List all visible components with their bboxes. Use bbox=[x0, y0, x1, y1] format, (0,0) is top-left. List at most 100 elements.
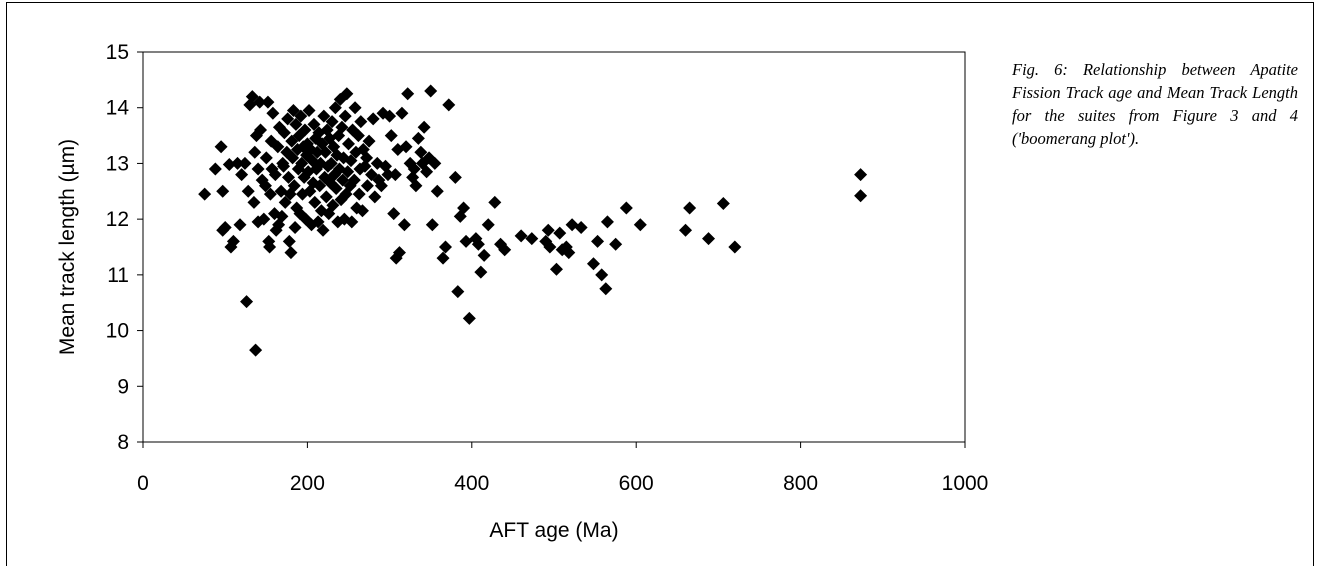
data-point bbox=[325, 115, 339, 129]
data-point bbox=[241, 184, 255, 198]
data-point bbox=[295, 156, 309, 170]
data-point bbox=[854, 189, 868, 203]
data-point bbox=[345, 215, 359, 229]
data-point bbox=[208, 162, 222, 176]
data-point bbox=[525, 232, 539, 246]
figure-caption: Fig. 6: Relationship between Apatite Fis… bbox=[1012, 60, 1298, 148]
data-point bbox=[409, 179, 423, 193]
data-point bbox=[462, 311, 476, 325]
data-point bbox=[543, 240, 557, 254]
data-point bbox=[249, 343, 263, 357]
data-point bbox=[263, 240, 277, 254]
data-point bbox=[599, 282, 613, 296]
data-point bbox=[347, 173, 361, 187]
data-point bbox=[289, 117, 303, 131]
data-point bbox=[218, 221, 232, 234]
data-point bbox=[366, 112, 380, 126]
data-point bbox=[549, 262, 563, 276]
x-tick-label: 200 bbox=[290, 472, 325, 495]
data-point bbox=[448, 170, 462, 184]
data-point bbox=[498, 243, 512, 257]
data-point bbox=[384, 129, 398, 143]
data-point bbox=[261, 95, 275, 109]
data-point bbox=[233, 218, 247, 232]
figure-frame bbox=[6, 2, 1314, 566]
data-point bbox=[488, 195, 502, 209]
data-point bbox=[271, 140, 285, 154]
data-point bbox=[481, 218, 495, 232]
y-tick-label: 13 bbox=[106, 152, 129, 175]
x-tick-label: 600 bbox=[619, 472, 654, 495]
data-point bbox=[633, 218, 647, 232]
scatter-chart: 8 9 10 11 12 13 14 15 0 200 400 600 800 1000 Mean tr… bbox=[56, 41, 988, 542]
y-tick-label: 8 bbox=[117, 431, 129, 454]
data-point bbox=[407, 162, 421, 176]
data-point bbox=[231, 156, 245, 170]
data-point bbox=[247, 195, 261, 209]
data-point bbox=[302, 104, 316, 117]
data-point bbox=[338, 109, 352, 123]
data-point bbox=[362, 134, 376, 148]
data-point bbox=[311, 215, 325, 229]
data-point bbox=[351, 129, 365, 143]
data-point bbox=[428, 156, 442, 170]
data-point bbox=[728, 240, 742, 254]
data-point bbox=[342, 137, 355, 151]
data-point bbox=[275, 209, 289, 223]
data-point bbox=[355, 204, 369, 218]
data-point bbox=[257, 212, 271, 226]
data-point bbox=[420, 165, 434, 179]
data-point bbox=[401, 87, 415, 101]
data-point bbox=[381, 168, 395, 182]
data-point bbox=[600, 215, 614, 229]
data-point bbox=[679, 223, 693, 237]
data-point bbox=[387, 207, 401, 221]
data-point bbox=[317, 109, 331, 123]
data-point bbox=[281, 112, 295, 126]
y-tick-label: 9 bbox=[117, 375, 129, 398]
data-point bbox=[562, 246, 576, 260]
data-point bbox=[383, 109, 397, 123]
data-point bbox=[253, 95, 267, 109]
data-point bbox=[430, 184, 444, 198]
data-point bbox=[586, 257, 600, 271]
data-point bbox=[360, 179, 374, 193]
data-point bbox=[298, 123, 312, 137]
plot-area bbox=[142, 51, 966, 443]
data-point bbox=[451, 285, 465, 299]
data-point bbox=[344, 154, 358, 168]
data-point bbox=[388, 168, 402, 182]
data-point bbox=[294, 109, 308, 123]
data-point bbox=[326, 198, 340, 212]
data-point bbox=[286, 151, 300, 165]
data-point bbox=[424, 84, 438, 98]
data-point bbox=[683, 201, 697, 215]
data-point bbox=[198, 187, 212, 201]
data-point bbox=[459, 234, 473, 248]
data-point bbox=[216, 184, 230, 198]
data-point bbox=[352, 187, 366, 201]
data-point bbox=[258, 179, 272, 193]
data-point bbox=[438, 240, 452, 254]
data-point bbox=[318, 145, 332, 159]
y-tick-label: 11 bbox=[107, 264, 129, 287]
data-point bbox=[288, 221, 302, 234]
y-tick-label: 10 bbox=[106, 320, 129, 343]
data-point bbox=[395, 106, 409, 120]
data-point bbox=[541, 223, 555, 237]
data-points bbox=[198, 84, 868, 357]
data-point bbox=[266, 106, 280, 120]
data-point bbox=[328, 101, 342, 115]
data-point bbox=[319, 190, 333, 204]
y-tick-label: 15 bbox=[106, 41, 129, 64]
data-point bbox=[259, 151, 273, 165]
data-point bbox=[335, 120, 349, 134]
y-tick-label: 14 bbox=[106, 97, 130, 120]
plot-border bbox=[142, 51, 966, 443]
data-point bbox=[358, 159, 372, 173]
data-point bbox=[308, 195, 322, 209]
data-point bbox=[442, 98, 456, 112]
data-point bbox=[268, 168, 282, 182]
data-point bbox=[591, 234, 605, 248]
data-point bbox=[854, 168, 868, 182]
